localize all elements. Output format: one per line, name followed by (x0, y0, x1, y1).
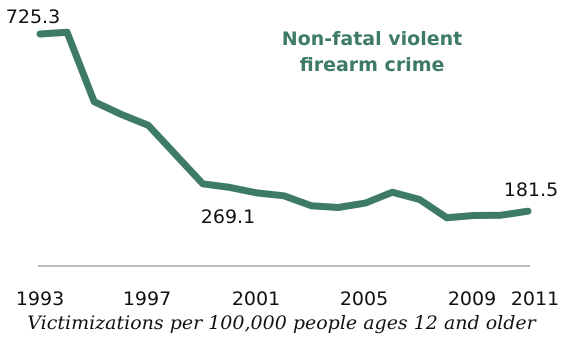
series-line (36, 28, 532, 222)
x-tick-2009: 2009 (448, 288, 496, 310)
x-tick-1997: 1997 (123, 288, 171, 310)
data-label-2000: 269.1 (201, 206, 255, 228)
x-tick-1993: 1993 (16, 288, 64, 310)
series-title-line-1: Non-fatal violent (282, 28, 462, 50)
data-label-2011: 181.5 (504, 179, 558, 201)
series-title-line-2: firearm crime (300, 54, 445, 76)
data-label-1993: 725.3 (6, 6, 60, 28)
x-tick-2001: 2001 (232, 288, 280, 310)
x-tick-2005: 2005 (340, 288, 388, 310)
x-tick-2011: 2011 (511, 288, 559, 310)
chart-caption: Victimizations per 100,000 people ages 1… (27, 312, 536, 334)
